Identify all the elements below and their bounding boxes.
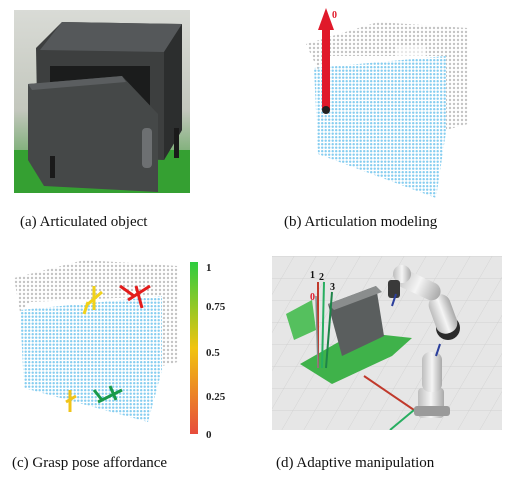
caption-a: (a) Articulated object [20, 214, 148, 230]
colorbar-tick-025: 0.25 [206, 391, 226, 403]
axis-label-3: 3 [330, 282, 335, 293]
colorbar-gradient [190, 262, 198, 434]
caption-d: (d) Adaptive manipulation [276, 455, 435, 471]
axis-label-2: 2 [319, 272, 324, 283]
colorbar-tick-1: 1 [206, 262, 212, 274]
colorbar-tick-05: 0.5 [206, 347, 220, 359]
panel-b-articulation: 0 [296, 6, 472, 198]
grasp-pose-yellow-top [82, 286, 103, 315]
articulation-point-cloud: 0 [306, 8, 468, 198]
robot-arm [388, 265, 460, 418]
panel-a-photo [14, 10, 190, 193]
grasp-pose-yellow-bottom [65, 390, 77, 412]
panel-c-affordance [10, 252, 190, 422]
axis-label-1: 1 [310, 270, 315, 281]
grasp-pose-green [92, 385, 123, 404]
affordance-colorbar: 1 0.75 0.5 0.25 0 [186, 256, 256, 442]
panel-d-manipulation: 1 2 0 3 [272, 256, 502, 430]
axis-label-0: 0 [310, 292, 315, 303]
colorbar-tick-0: 0 [206, 429, 212, 441]
caption-b: (b) Articulation modeling [284, 214, 438, 230]
caption-c: (c) Grasp pose affordance [12, 455, 168, 471]
articulated-object-photo [14, 10, 190, 193]
colorbar-tick-075: 0.75 [206, 301, 226, 313]
affordance-point-cloud [14, 260, 178, 422]
axis-label-0: 0 [332, 10, 337, 21]
grasp-pose-red [119, 284, 151, 309]
robot-simulation-view: 1 2 0 3 [272, 256, 502, 430]
